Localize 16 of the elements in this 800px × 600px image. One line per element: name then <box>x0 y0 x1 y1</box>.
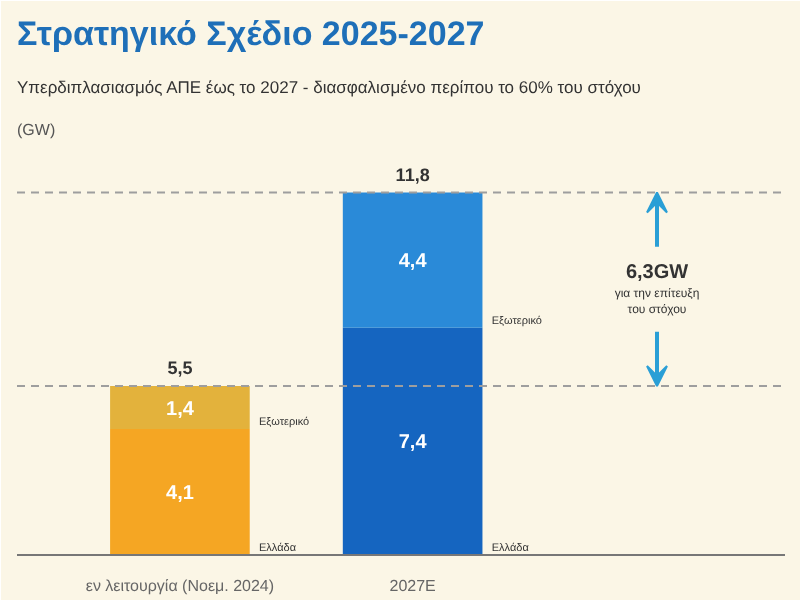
data-label: 4,1 <box>166 483 195 506</box>
x-tick-label: 2027E <box>389 577 436 595</box>
chart-subtitle: Υπερδιπλασιασμός ΑΠΕ έως το 2027 - διασφαλισμένο περίπου το 60% του στόχου <box>17 77 642 97</box>
chart-title: Στρατηγικό Σχέδιο 2025-2027 <box>17 15 485 53</box>
bar <box>342 192 483 328</box>
bar <box>110 386 250 430</box>
data-label: 7,4 <box>398 432 428 455</box>
ref-line-label: 5,5 <box>167 358 193 379</box>
y-axis-title: (GW) <box>17 121 56 139</box>
data-label: 4,4 <box>398 251 428 274</box>
x-tick-label: εν λειτουργία (Νοεμ. 2024) <box>85 577 275 595</box>
ref-line-label: 11,8 <box>395 164 430 185</box>
data-label: 1,4 <box>166 398 195 421</box>
bar <box>110 429 250 555</box>
text: 6,3GW <box>625 262 690 285</box>
bar <box>342 327 483 555</box>
